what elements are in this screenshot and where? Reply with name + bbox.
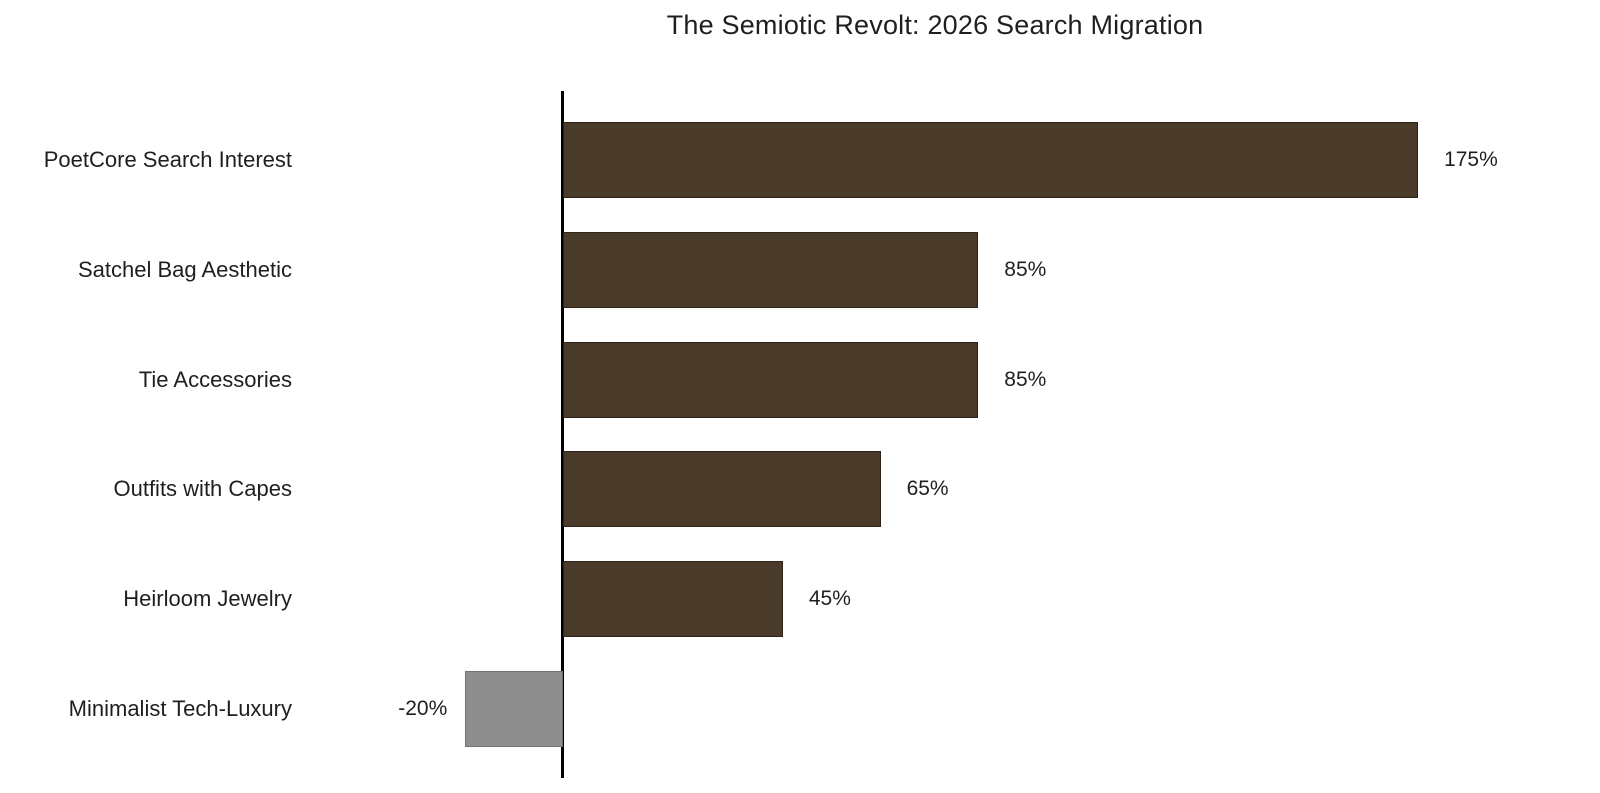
value-label: 65% <box>906 477 949 501</box>
value-label: 85% <box>1004 257 1047 281</box>
category-label: Minimalist Tech-Luxury <box>68 696 292 721</box>
category-label: PoetCore Search Interest <box>43 147 292 172</box>
bar <box>563 231 979 308</box>
bar <box>563 341 979 418</box>
value-label: 85% <box>1004 367 1047 391</box>
category-label: Satchel Bag Aesthetic <box>77 256 292 282</box>
bar <box>563 122 1419 198</box>
bar <box>465 671 563 747</box>
bar <box>563 561 783 638</box>
category-label: Tie Accessories <box>138 366 292 392</box>
value-label: -20% <box>398 697 448 720</box>
chart-title: The Semiotic Revolt: 2026 Search Migrati… <box>666 10 1204 40</box>
category-label: Outfits with Capes <box>113 476 292 502</box>
bar <box>563 451 881 528</box>
value-label: 175% <box>1444 148 1498 171</box>
value-label: 45% <box>808 587 851 611</box>
category-label: Heirloom Jewelry <box>123 586 292 612</box>
zero-axis-line <box>561 91 564 778</box>
